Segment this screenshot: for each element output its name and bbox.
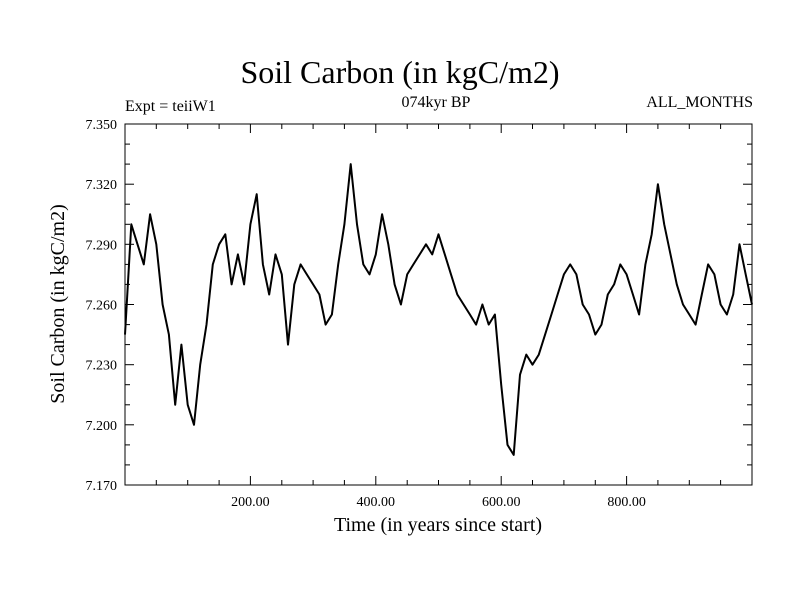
x-tick-label: 600.00 (482, 495, 521, 510)
series-line (124, 163, 753, 456)
plot-frame (124, 123, 753, 486)
y-tick-label: 7.170 (86, 479, 118, 494)
y-axis-label: Soil Carbon (in kgC/m2) (47, 204, 69, 403)
y-tick-label: 7.350 (86, 118, 118, 133)
x-tick-label: 800.00 (607, 495, 646, 510)
y-tick-label: 7.230 (86, 359, 118, 374)
months-label: ALL_MONTHS (646, 94, 753, 111)
y-tick-label: 7.320 (86, 178, 118, 193)
series-layer (124, 163, 753, 456)
x-tick-label: 400.00 (357, 495, 396, 510)
x-axis-label: Time (in years since start) (334, 514, 542, 536)
experiment-label: Expt = teiiW1 (125, 98, 216, 115)
chart-title: Soil Carbon (in kgC/m2) (240, 54, 560, 90)
y-tick-label: 7.260 (86, 299, 118, 314)
x-tick-label: 200.00 (231, 495, 270, 510)
y-tick-label: 7.290 (86, 238, 118, 253)
y-tick-label: 7.200 (86, 419, 118, 434)
axis-labels: 200.00 400.00 600.00 800.00 7.170 7.200 7.230 7… (86, 118, 646, 510)
axis-ticks (125, 124, 752, 485)
chart-subtitle: 074kyr BP (401, 94, 471, 111)
